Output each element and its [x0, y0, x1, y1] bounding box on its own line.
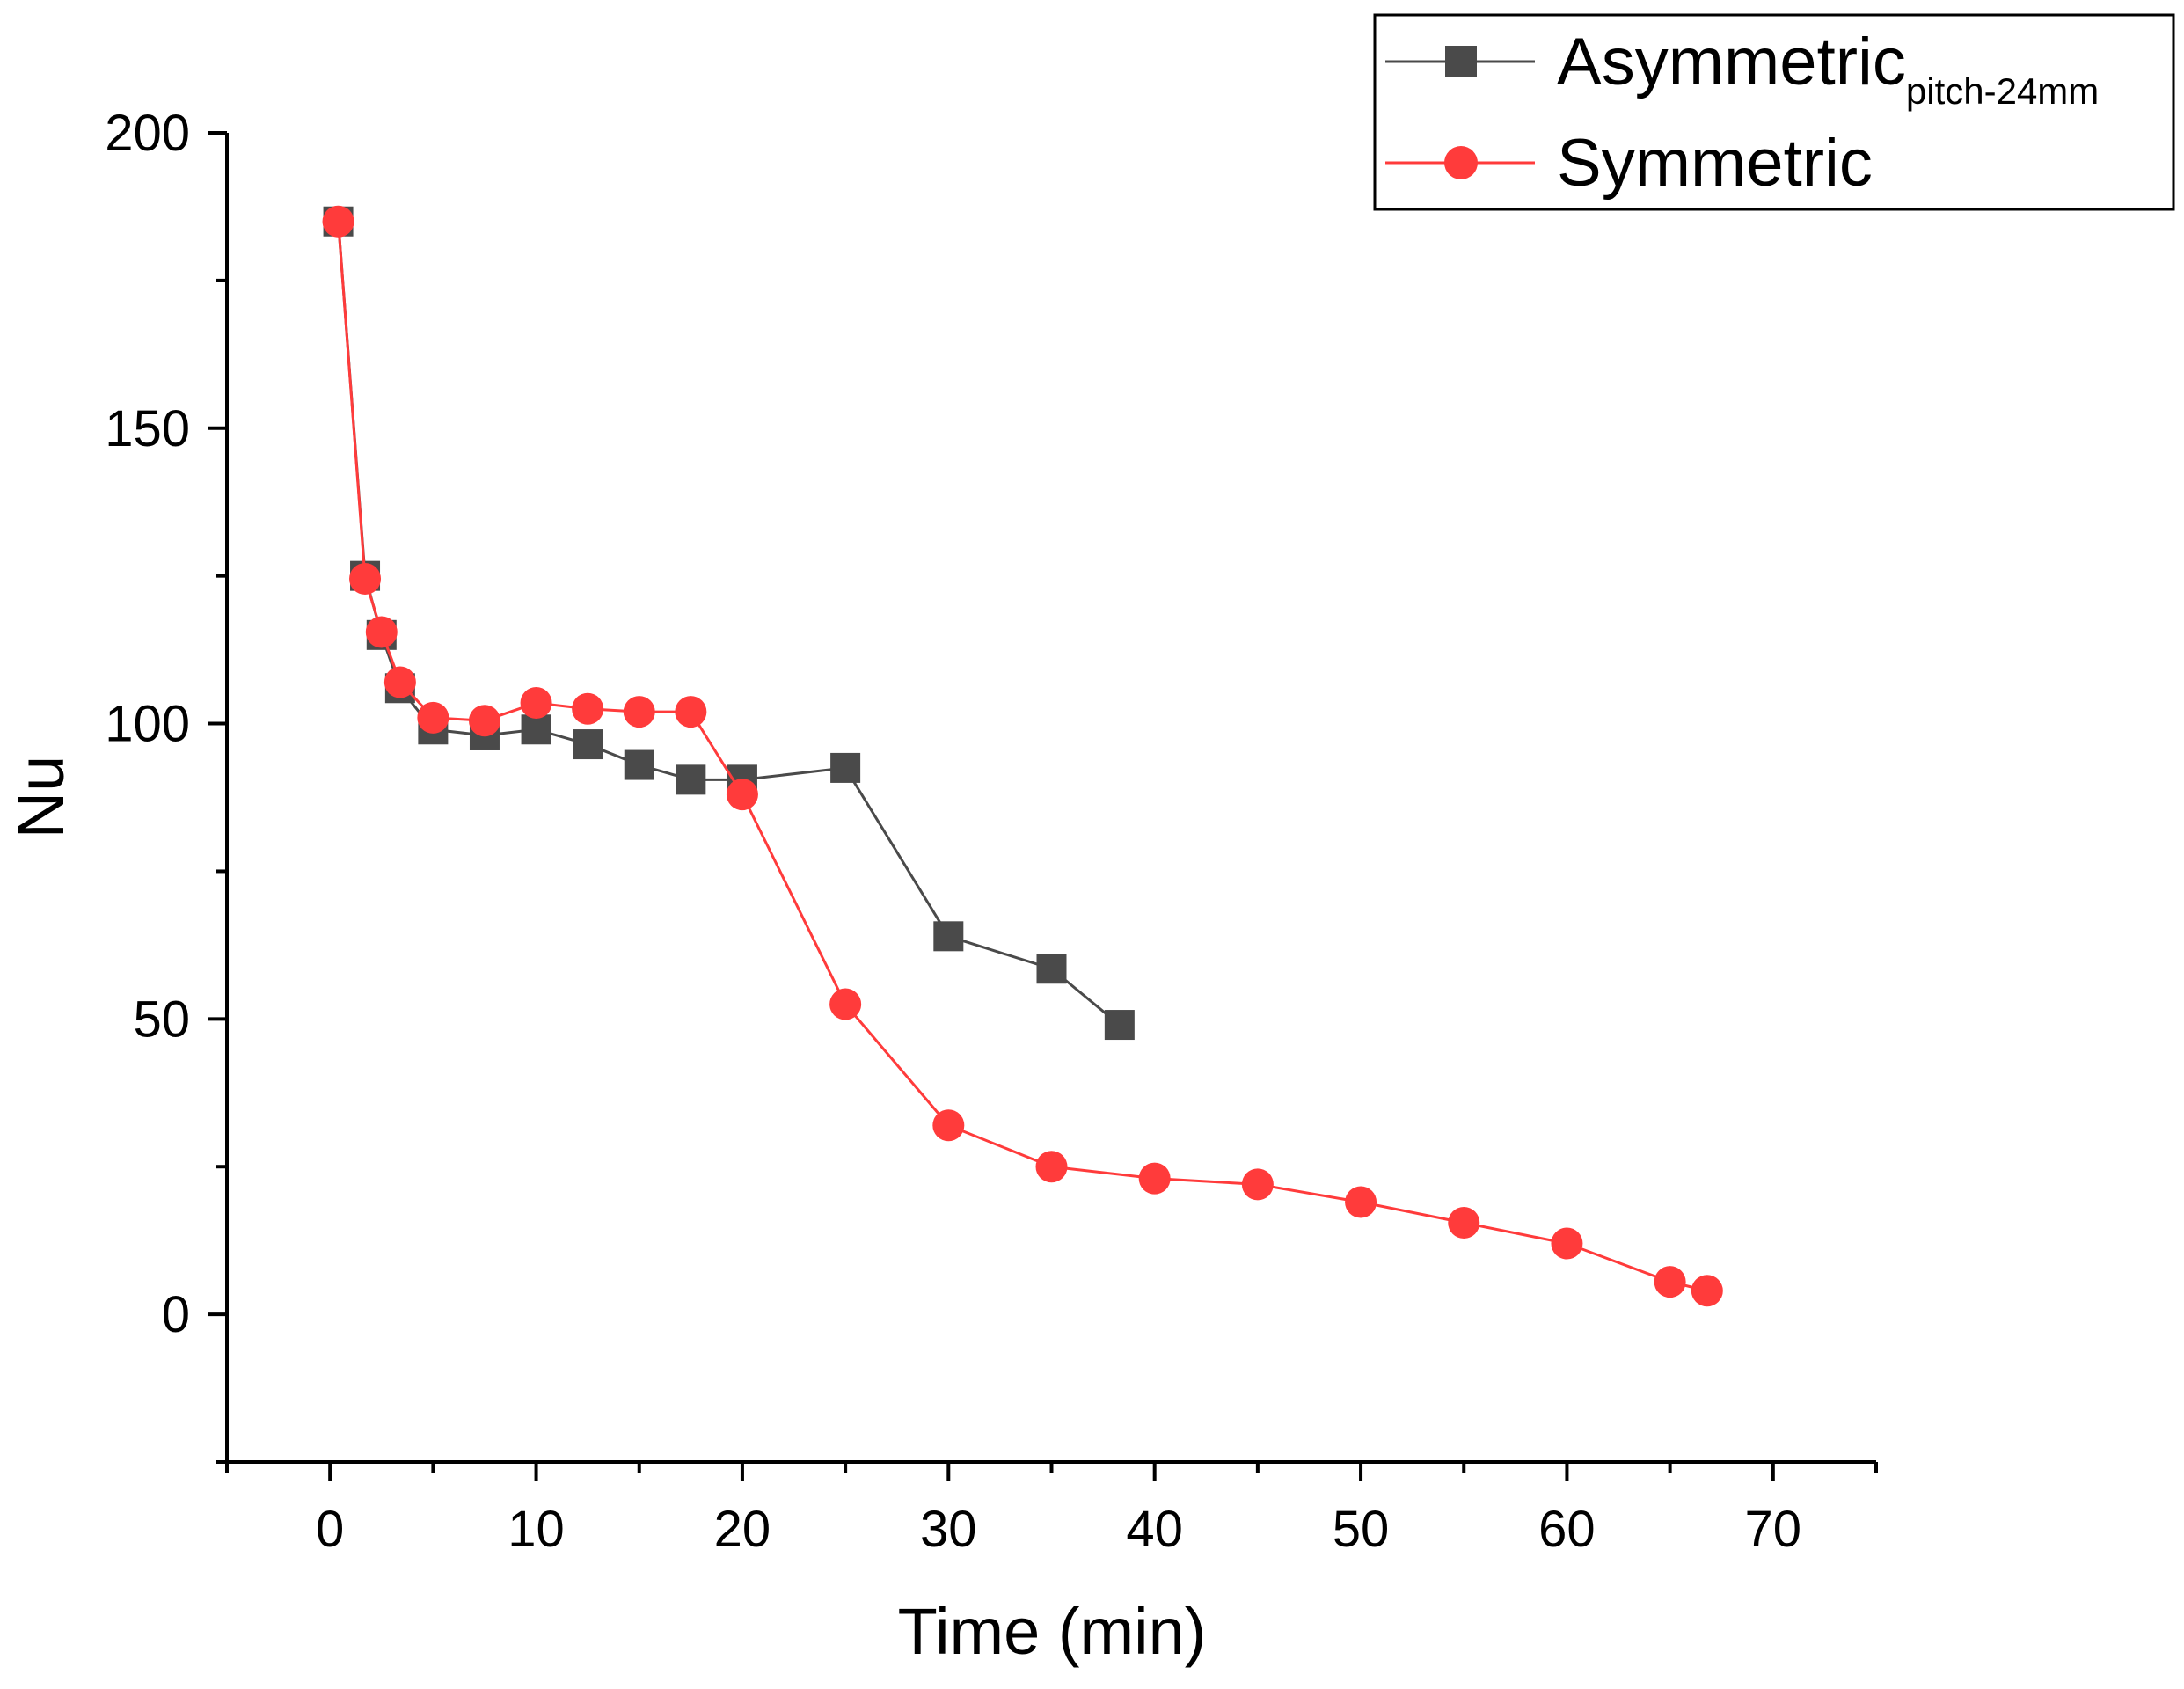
data-point-asymmetric [676, 764, 706, 795]
x-tick-label: 20 [714, 1501, 771, 1558]
data-point-asymmetric [1104, 1010, 1135, 1041]
data-point-symmetric [1654, 1266, 1686, 1298]
data-point-symmetric [1551, 1227, 1583, 1260]
data-point-symmetric [1691, 1275, 1723, 1307]
y-tick-label: 200 [105, 105, 190, 162]
y-tick-label: 100 [105, 696, 190, 753]
data-point-symmetric [322, 205, 354, 238]
data-point-symmetric [1241, 1168, 1274, 1201]
data-point-symmetric [417, 701, 449, 734]
legend: Asymmetricpitch-24mm Symmetric [1373, 13, 2175, 211]
data-point-symmetric [1035, 1151, 1068, 1183]
x-tick-label: 10 [508, 1501, 565, 1558]
data-point-symmetric [1138, 1162, 1171, 1195]
axes [225, 133, 1876, 1464]
data-point-asymmetric [830, 752, 861, 783]
y-tick-label: 150 [105, 400, 190, 457]
y-axis-title: Nu [4, 756, 77, 839]
x-tick-label: 50 [1333, 1501, 1390, 1558]
x-tick-label: 70 [1745, 1501, 1802, 1558]
x-axis-title: Time (min) [898, 1595, 1207, 1668]
legend-label-asymmetric: Asymmetricpitch-24mm [1557, 25, 2099, 112]
legend-label-symmetric: Symmetric [1557, 126, 1873, 201]
data-point-symmetric [468, 705, 500, 737]
series-line-asymmetric [337, 221, 1121, 1027]
data-point-symmetric [932, 1109, 965, 1142]
legend-box [1373, 13, 2175, 211]
data-point-asymmetric [624, 749, 654, 780]
data-point-symmetric [829, 988, 862, 1020]
data-point-symmetric [675, 696, 707, 728]
ticks: 0 10 20 30 40 50 60 70 0 50 100 150 200 [105, 105, 1878, 1558]
data-point-asymmetric [933, 921, 964, 952]
data-point-symmetric [1448, 1207, 1480, 1239]
data-point-symmetric [383, 666, 416, 698]
series-line-symmetric [337, 221, 1708, 1292]
x-tick-label: 30 [920, 1501, 977, 1558]
x-tick-label: 60 [1538, 1501, 1596, 1558]
data-point-asymmetric [1036, 954, 1067, 984]
x-tick-label: 0 [316, 1501, 344, 1558]
data-point-symmetric [572, 692, 604, 725]
series-asymmetric [323, 206, 1135, 1041]
legend-marker-symmetric [1444, 146, 1478, 179]
y-tick-label: 0 [162, 1286, 190, 1343]
data-point-symmetric [726, 779, 758, 811]
series-symmetric [322, 205, 1723, 1307]
data-point-symmetric [623, 696, 655, 728]
data-point-symmetric [1345, 1186, 1377, 1218]
data-point-symmetric [365, 616, 398, 648]
series-layer [322, 205, 1723, 1307]
legend-label-asymmetric-main: Asymmetric [1557, 25, 1906, 99]
y-tick-label: 50 [133, 991, 190, 1048]
data-point-asymmetric [521, 714, 551, 745]
data-point-asymmetric [573, 729, 603, 760]
x-tick-label: 40 [1126, 1501, 1183, 1558]
legend-marker-asymmetric [1445, 46, 1477, 77]
data-point-symmetric [520, 687, 552, 720]
data-point-symmetric [349, 563, 382, 596]
legend-label-asymmetric-subscript: pitch-24mm [1906, 70, 2099, 112]
